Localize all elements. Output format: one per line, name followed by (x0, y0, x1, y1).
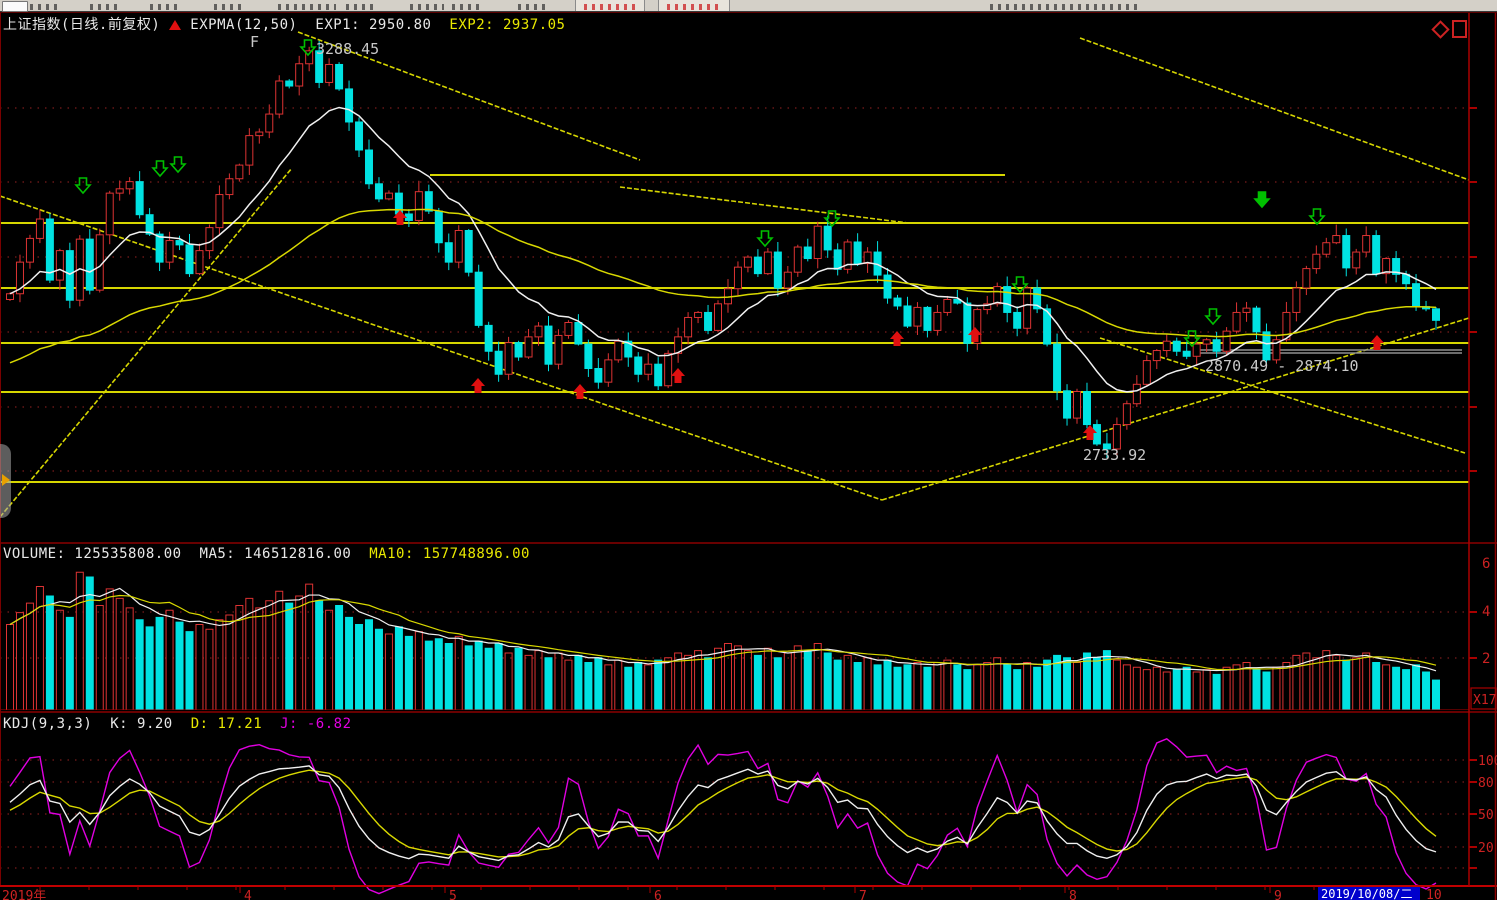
app-menubar (0, 0, 1497, 12)
expand-arrow-icon (2, 474, 10, 486)
buy-signal-arrow-icon (573, 384, 587, 399)
panel-expand-handle[interactable] (0, 444, 11, 518)
exp2-value: EXP2: 2937.05 (449, 17, 566, 33)
date-axis-year-label: 2019年 (2, 889, 46, 900)
selected-date-label: 2019/10/08/二 (1321, 887, 1412, 900)
date-axis-month-label: 4 (244, 889, 252, 900)
selected-date-highlight (1318, 887, 1420, 900)
menu-item[interactable] (30, 4, 58, 10)
buy-signal-arrow-icon (471, 378, 485, 393)
buy-signal-arrow-icon (890, 331, 904, 346)
menu-item[interactable] (346, 4, 374, 10)
sell-signal-arrow-icon (169, 156, 187, 174)
date-axis-month-label: 8 (1069, 889, 1077, 900)
window-box-icon[interactable] (1452, 20, 1467, 38)
price-annotation: 3288.45 (316, 40, 380, 58)
exp1-value: EXP1: 2950.80 (315, 17, 432, 33)
sell-signal-arrow-icon (299, 39, 317, 57)
kdj-axis-label: 100 (1478, 754, 1497, 769)
volume-pane-header: VOLUME: 125535808.00 MA5: 146512816.00 M… (3, 546, 539, 562)
buy-signal-arrow-icon (671, 368, 685, 383)
sell-signal-arrow-icon (756, 230, 774, 248)
symbol-title: 上证指数(日线.前复权) (3, 17, 161, 33)
buy-signal-arrow-icon (968, 327, 982, 342)
sell-signal-arrow-icon (823, 210, 841, 228)
sell-signal-arrow-icon (1204, 308, 1222, 326)
menu-item[interactable] (150, 4, 178, 10)
window-logo-icon[interactable] (2, 1, 28, 12)
menu-shortcut-button[interactable] (575, 0, 645, 11)
kdj-axis-label: 20 (1478, 841, 1494, 856)
volume-unit-label: X17 (1473, 693, 1496, 708)
kdj-axis-label: 80 (1478, 776, 1494, 791)
sell-signal-arrow-icon (1183, 330, 1201, 348)
kdj-d-value: D: 17.21 (190, 716, 263, 732)
menu-shortcut-button[interactable] (658, 0, 730, 11)
menu-item[interactable] (90, 4, 118, 10)
sell-signal-arrow-icon (74, 177, 92, 195)
date-axis-month-label: 5 (449, 889, 457, 900)
kdj-k-value: K: 9.20 (110, 716, 173, 732)
indicator-name: EXPMA(12,50) (190, 17, 298, 33)
volume-ma10-value: MA10: 157748896.00 (369, 546, 530, 562)
volume-axis-label: 2 (1482, 651, 1490, 667)
sell-signal-arrow-icon (1253, 191, 1271, 209)
kdj-axis-label: 50 (1478, 808, 1494, 823)
date-axis-month-label: 9 (1274, 889, 1282, 900)
sell-signal-arrow-icon (1011, 276, 1029, 294)
menu-item[interactable] (214, 4, 242, 10)
main-pane-header: 上证指数(日线.前复权) EXPMA(12,50) EXP1: 2950.80 E… (3, 14, 574, 34)
buy-signal-arrow-icon (393, 210, 407, 225)
date-axis-month-label: 7 (859, 889, 867, 900)
price-annotation: F (250, 33, 260, 51)
sell-signal-arrow-icon (151, 160, 169, 178)
date-axis-month-label: 6 (654, 889, 662, 900)
buy-signal-arrow-icon (1370, 335, 1384, 350)
sell-signal-arrow-icon (1308, 208, 1326, 226)
menubar-right-label (990, 4, 1140, 10)
price-annotation: 2733.92 (1083, 446, 1147, 464)
volume-axis-label: 6 (1482, 556, 1490, 572)
price-annotation: 2870.49 - 2874.10 (1205, 357, 1359, 375)
menu-item[interactable] (278, 4, 336, 10)
menu-item[interactable] (518, 4, 546, 10)
date-axis-month-label: 10 (1426, 888, 1442, 900)
volume-axis-label: 4 (1482, 604, 1490, 620)
buy-signal-arrow-icon (1083, 425, 1097, 440)
menu-item[interactable] (452, 4, 480, 10)
kdj-name: KDJ(9,3,3) (3, 716, 93, 732)
volume-ma5-value: MA5: 146512816.00 (199, 546, 352, 562)
volume-value: VOLUME: 125535808.00 (3, 546, 182, 562)
menu-item[interactable] (410, 4, 444, 10)
kdj-pane-header: KDJ(9,3,3) K: 9.20 D: 17.21 J: -6.82 (3, 716, 361, 732)
up-arrow-icon (169, 20, 182, 30)
kdj-j-value: J: -6.82 (280, 716, 352, 732)
